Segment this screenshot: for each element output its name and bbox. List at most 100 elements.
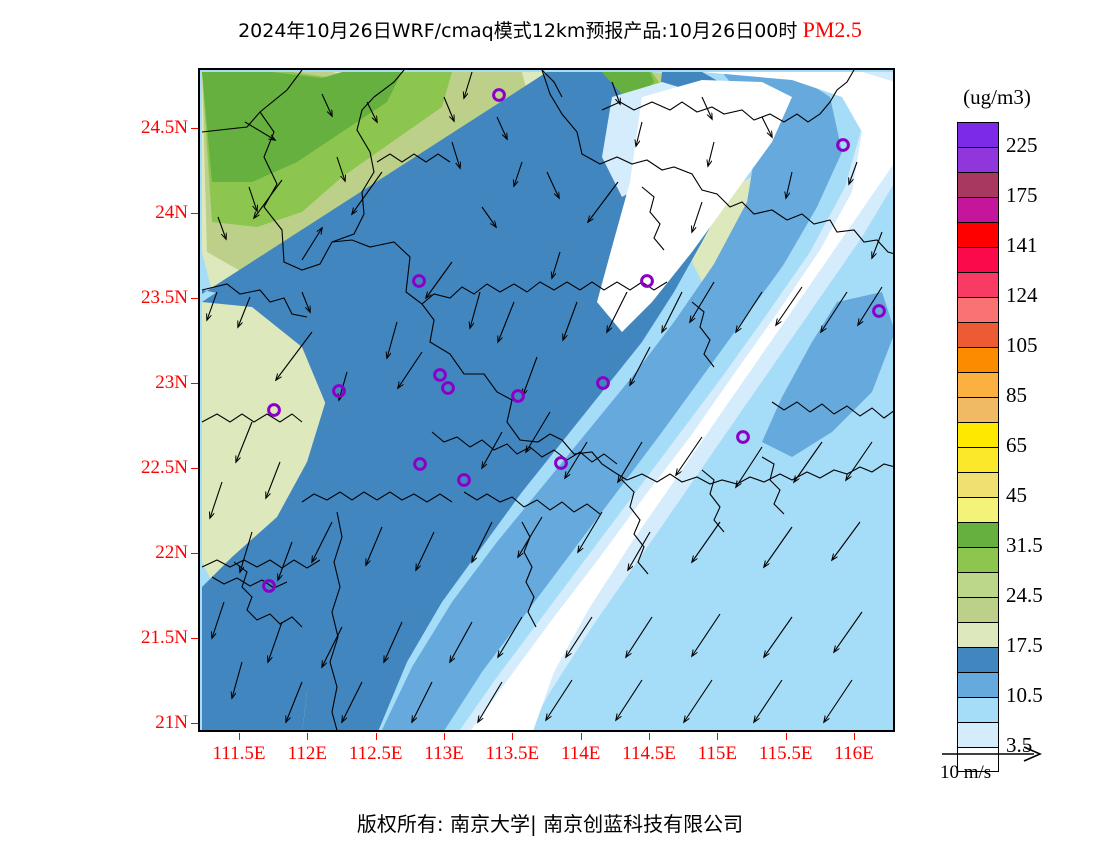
longitude-tick-mark <box>785 733 787 740</box>
latitude-tick-label: 23N <box>155 371 188 393</box>
station-marker[interactable] <box>267 403 281 417</box>
station-marker[interactable] <box>457 473 471 487</box>
wind-arrow-icon <box>482 431 503 468</box>
wind-arrow-icon <box>443 96 454 121</box>
station-marker[interactable] <box>413 457 427 471</box>
wind-arrow-icon <box>607 291 628 332</box>
colorbar-tick-label: 85 <box>1006 383 1027 407</box>
colorbar-swatch[interactable] <box>957 572 999 597</box>
colorbar-swatch[interactable] <box>957 322 999 347</box>
wind-arrow-icon <box>426 261 453 298</box>
station-marker[interactable] <box>596 376 610 390</box>
wind-vector-field <box>207 71 883 722</box>
field-contour-band <box>202 302 332 582</box>
colorbar-swatch[interactable] <box>957 172 999 197</box>
wind-arrow-icon <box>776 286 803 325</box>
colorbar-swatch[interactable] <box>957 497 999 522</box>
colorbar-swatch[interactable] <box>957 297 999 322</box>
longitude-tick-mark <box>512 733 514 740</box>
wind-arrow-icon <box>616 679 643 720</box>
station-marker[interactable] <box>433 368 447 382</box>
station-marker[interactable] <box>640 274 654 288</box>
colorbar-swatch[interactable] <box>957 372 999 397</box>
border-line <box>201 283 308 318</box>
latitude-tick-label: 23.5N <box>141 286 188 308</box>
station-marker[interactable] <box>872 304 886 318</box>
colorbar-swatch[interactable] <box>957 522 999 547</box>
wind-arrow-icon <box>626 616 653 657</box>
longitude-tick-label: 113E <box>424 743 464 764</box>
station-marker[interactable] <box>492 88 506 102</box>
colorbar-swatch[interactable] <box>957 122 999 147</box>
station-marker[interactable] <box>332 384 346 398</box>
station-markers[interactable] <box>262 88 886 593</box>
wind-arrow-icon <box>523 356 538 395</box>
field-contour-band <box>447 72 893 730</box>
wind-arrow-icon <box>708 141 715 166</box>
colorbar-swatch[interactable] <box>957 397 999 422</box>
longitude-tick-label: 112E <box>287 743 328 764</box>
colorbar-swatch[interactable] <box>957 347 999 372</box>
colorbar-swatch[interactable] <box>957 622 999 647</box>
longitude-tick-mark <box>239 733 240 740</box>
station-marker[interactable] <box>412 274 426 288</box>
map-plot-frame[interactable] <box>198 68 895 732</box>
station-marker[interactable] <box>511 389 525 403</box>
wind-arrow-icon <box>336 156 345 181</box>
wind-arrow-icon <box>546 171 559 198</box>
longitude-tick-mark <box>375 733 377 740</box>
latitude-tick-mark <box>191 127 198 129</box>
wind-arrow-icon <box>692 201 703 232</box>
colorbar[interactable] <box>957 122 999 772</box>
wind-arrow-icon <box>692 521 721 562</box>
colorbar-swatch[interactable] <box>957 647 999 672</box>
colorbar-swatch[interactable] <box>957 447 999 472</box>
border-line <box>541 70 893 255</box>
wind-arrow-icon <box>849 161 858 184</box>
colorbar-swatch[interactable] <box>957 222 999 247</box>
wind-arrow-icon <box>286 681 303 722</box>
wind-arrow-icon <box>565 441 588 478</box>
station-marker[interactable] <box>262 579 276 593</box>
colorbar-swatch[interactable] <box>957 747 999 772</box>
colorbar-swatch[interactable] <box>957 422 999 447</box>
wind-arrow-icon <box>692 613 721 656</box>
colorbar-swatch[interactable] <box>957 247 999 272</box>
station-marker[interactable] <box>736 430 750 444</box>
wind-arrow-icon <box>450 621 473 662</box>
border-line <box>601 70 855 123</box>
longitude-tick-mark <box>444 733 445 740</box>
wind-arrow-icon <box>566 616 593 657</box>
field-contour-band <box>597 80 792 332</box>
colorbar-swatch[interactable] <box>957 272 999 297</box>
border-line <box>259 111 615 473</box>
colorbar-swatch[interactable] <box>957 672 999 697</box>
colorbar-swatch[interactable] <box>957 697 999 722</box>
longitude-tick-mark <box>580 733 582 740</box>
colorbar-swatch[interactable] <box>957 547 999 572</box>
colorbar-swatch[interactable] <box>957 472 999 497</box>
wind-arrow-icon <box>254 179 283 218</box>
station-marker[interactable] <box>554 456 568 470</box>
colorbar-swatch[interactable] <box>957 597 999 622</box>
colorbar-tick-label: 17.5 <box>1006 633 1043 657</box>
colorbar-swatch[interactable] <box>957 147 999 172</box>
wind-arrow-icon <box>232 661 243 698</box>
concentration-map[interactable] <box>200 70 893 730</box>
wind-arrow-icon <box>212 601 225 638</box>
wind-arrow-icon <box>266 461 281 498</box>
longitude-tick-mark <box>854 733 855 740</box>
concentration-field <box>200 70 893 730</box>
wind-arrow-icon <box>352 171 383 214</box>
station-marker[interactable] <box>441 381 455 395</box>
colorbar-tick-label: 141 <box>1006 233 1038 257</box>
copyright-footer: 版权所有: 南京大学| 南京创蓝科技有限公司 <box>356 812 744 836</box>
colorbar-swatch[interactable] <box>957 197 999 222</box>
station-marker[interactable] <box>836 138 850 152</box>
colorbar-tick-label: 105 <box>1006 333 1038 357</box>
wind-arrow-icon <box>872 231 883 258</box>
wind-arrow-icon <box>498 301 515 342</box>
colorbar-swatch[interactable] <box>957 722 999 747</box>
wind-arrow-icon <box>321 93 332 116</box>
wind-arrow-icon <box>210 481 223 518</box>
